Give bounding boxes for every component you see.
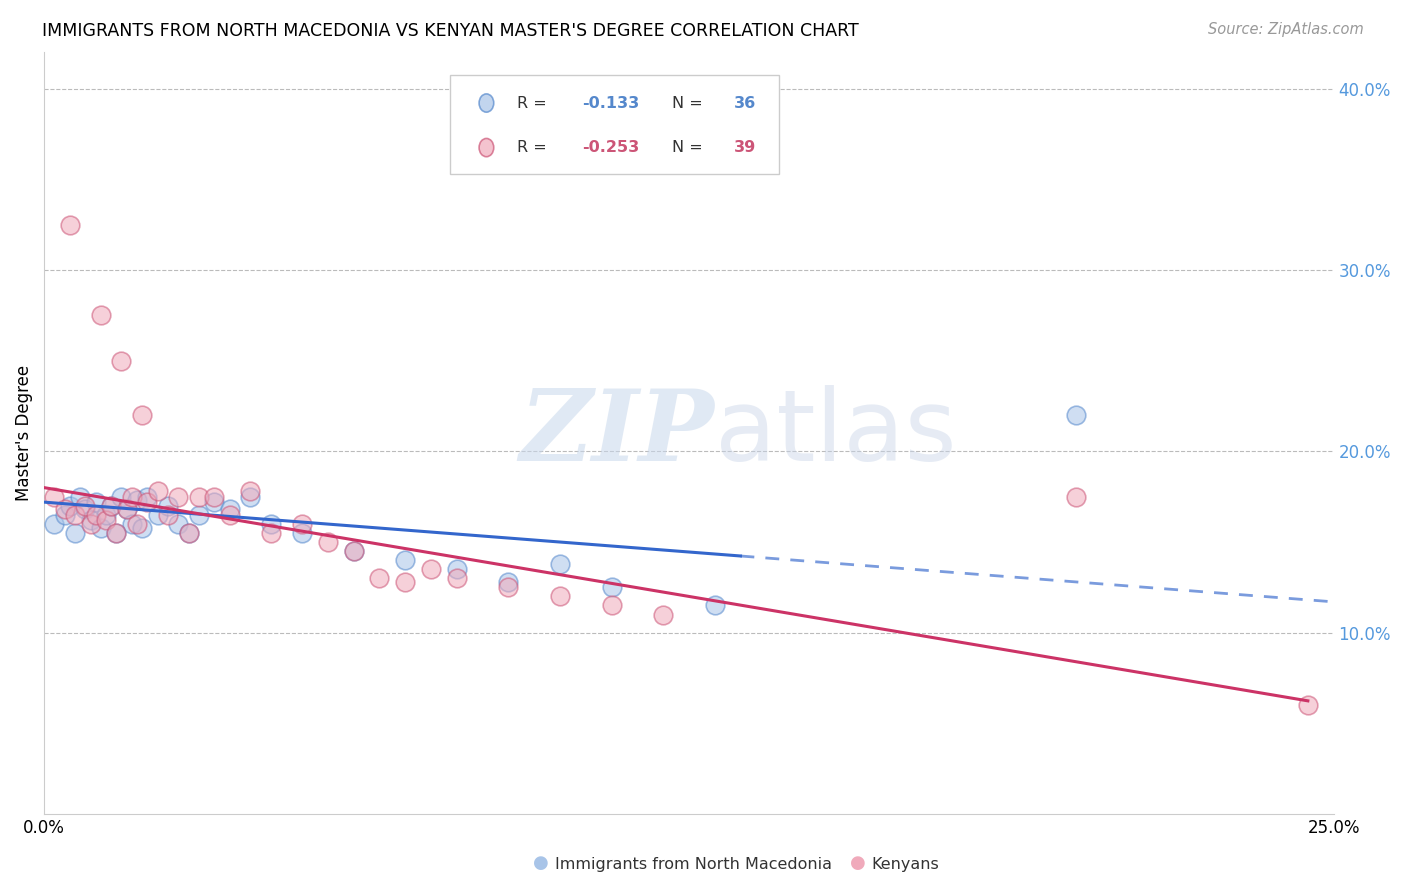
Point	[121, 516, 143, 531]
Point	[59, 499, 82, 513]
Text: Kenyans: Kenyans	[872, 857, 939, 872]
Point	[53, 502, 76, 516]
Point	[131, 408, 153, 422]
Text: N =: N =	[672, 95, 709, 111]
Point	[187, 508, 209, 522]
Point	[146, 508, 169, 522]
Point	[79, 516, 101, 531]
Text: R =: R =	[517, 140, 553, 155]
Point	[1296, 698, 1319, 713]
Point	[498, 580, 520, 594]
Text: R =: R =	[517, 95, 553, 111]
Text: N =: N =	[672, 140, 709, 155]
Text: 36: 36	[734, 95, 756, 111]
Point	[600, 580, 623, 594]
Text: ZIP: ZIP	[520, 385, 714, 482]
Point	[167, 516, 190, 531]
Point	[121, 490, 143, 504]
Point	[84, 508, 107, 522]
Point	[342, 544, 364, 558]
Text: -0.133: -0.133	[582, 95, 640, 111]
Point	[218, 502, 240, 516]
Point	[75, 499, 97, 513]
Point	[146, 484, 169, 499]
Point	[105, 525, 128, 540]
Point	[260, 516, 283, 531]
Text: Source: ZipAtlas.com: Source: ZipAtlas.com	[1208, 22, 1364, 37]
Point	[446, 562, 468, 576]
Point	[420, 562, 443, 576]
Point	[600, 599, 623, 613]
Point	[59, 218, 82, 232]
Point	[125, 493, 148, 508]
Point	[100, 499, 122, 513]
Point	[177, 525, 200, 540]
Point	[63, 525, 86, 540]
Point	[84, 495, 107, 509]
Point	[79, 513, 101, 527]
Point	[44, 516, 66, 531]
Text: Immigrants from North Macedonia: Immigrants from North Macedonia	[555, 857, 832, 872]
Point	[90, 309, 112, 323]
Ellipse shape	[479, 94, 494, 112]
Point	[125, 516, 148, 531]
Point	[75, 502, 97, 516]
Point	[316, 535, 339, 549]
Point	[69, 490, 91, 504]
Point	[187, 490, 209, 504]
Point	[177, 525, 200, 540]
Text: ●: ●	[849, 855, 866, 872]
Point	[110, 490, 132, 504]
Point	[167, 490, 190, 504]
Point	[202, 490, 225, 504]
Point	[239, 490, 262, 504]
Point	[1064, 408, 1087, 422]
Point	[368, 571, 391, 585]
Text: IMMIGRANTS FROM NORTH MACEDONIA VS KENYAN MASTER'S DEGREE CORRELATION CHART: IMMIGRANTS FROM NORTH MACEDONIA VS KENYA…	[42, 22, 859, 40]
Point	[394, 574, 416, 589]
Point	[548, 557, 571, 571]
Point	[703, 599, 725, 613]
Point	[115, 502, 138, 516]
Point	[260, 525, 283, 540]
Point	[136, 490, 159, 504]
Point	[1064, 490, 1087, 504]
Point	[652, 607, 675, 622]
Text: -0.253: -0.253	[582, 140, 640, 155]
Point	[156, 499, 179, 513]
Point	[94, 508, 117, 522]
Point	[218, 508, 240, 522]
Point	[115, 502, 138, 516]
Point	[548, 590, 571, 604]
Point	[105, 525, 128, 540]
Point	[446, 571, 468, 585]
Point	[498, 574, 520, 589]
Text: ●: ●	[533, 855, 550, 872]
Point	[156, 508, 179, 522]
Text: atlas: atlas	[714, 384, 956, 482]
Ellipse shape	[479, 138, 494, 157]
Point	[202, 495, 225, 509]
Point	[291, 525, 314, 540]
Point	[136, 495, 159, 509]
Point	[110, 353, 132, 368]
Point	[291, 516, 314, 531]
Point	[53, 508, 76, 522]
Point	[94, 513, 117, 527]
Point	[342, 544, 364, 558]
Y-axis label: Master's Degree: Master's Degree	[15, 365, 32, 501]
Point	[63, 508, 86, 522]
Point	[44, 490, 66, 504]
Text: 39: 39	[734, 140, 756, 155]
Point	[131, 520, 153, 534]
Point	[90, 520, 112, 534]
Point	[394, 553, 416, 567]
Point	[100, 499, 122, 513]
Point	[239, 484, 262, 499]
FancyBboxPatch shape	[450, 75, 779, 174]
